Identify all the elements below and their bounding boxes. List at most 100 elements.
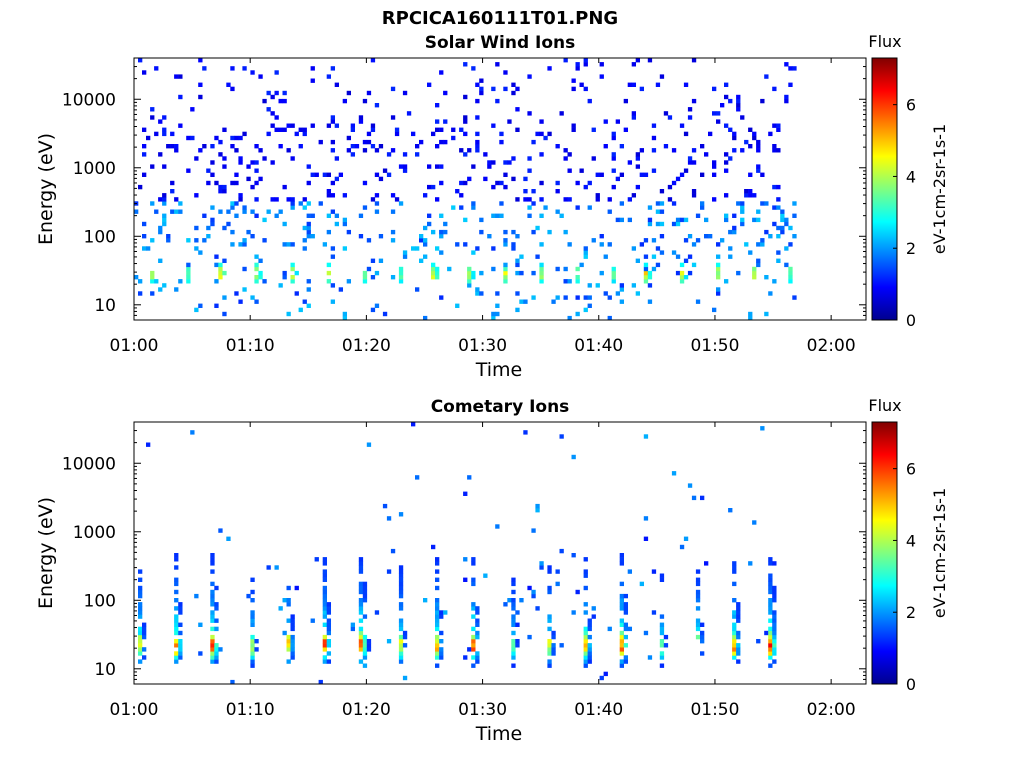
heatmap-cell	[346, 148, 352, 153]
heatmap-cell	[398, 639, 404, 644]
heatmap-cell	[286, 647, 291, 652]
heatmap-cell	[471, 561, 476, 566]
heatmap-cell	[282, 221, 287, 227]
heatmap-cell	[623, 655, 629, 660]
heatmap-cell	[274, 127, 279, 132]
heatmap-cell	[190, 430, 195, 435]
heatmap-cell	[439, 229, 444, 235]
heatmap-cell	[571, 127, 576, 132]
heatmap-cell	[744, 189, 749, 194]
y-tick-label: 10	[94, 296, 116, 316]
heatmap-cell	[768, 291, 773, 296]
heatmap-cell	[435, 266, 440, 272]
heatmap-cell	[780, 225, 785, 231]
heatmap-cell	[519, 299, 524, 304]
heatmap-cell	[326, 213, 332, 218]
heatmap-cell	[655, 209, 661, 214]
heatmap-cell	[330, 254, 336, 259]
heatmap-cell	[515, 270, 520, 276]
heatmap-cell	[768, 610, 773, 615]
heatmap-cell	[398, 270, 404, 276]
heatmap-cell	[752, 217, 757, 223]
heatmap-cell	[242, 131, 247, 137]
heatmap-cell	[174, 659, 179, 664]
heatmap-cell	[483, 152, 488, 157]
heatmap-cell	[776, 225, 781, 231]
heatmap-cell	[431, 262, 436, 268]
heatmap-cell	[174, 148, 179, 153]
heatmap-cell	[198, 250, 203, 255]
heatmap-cell	[780, 213, 785, 218]
heatmap-cell	[547, 651, 552, 656]
heatmap-cell	[142, 634, 147, 640]
heatmap-cell	[627, 82, 633, 87]
heatmap-cell	[615, 176, 621, 182]
heatmap-cell	[230, 86, 235, 92]
heatmap-cell	[362, 581, 368, 587]
colorbar	[871, 57, 898, 321]
heatmap-cell	[310, 172, 315, 177]
heatmap-cell	[302, 225, 307, 231]
heatmap-cell	[732, 639, 737, 644]
heatmap-cell	[575, 589, 580, 595]
heatmap-cell	[679, 270, 685, 276]
heatmap-cell	[736, 634, 741, 640]
heatmap-cell	[527, 205, 532, 210]
heatmap-cell	[659, 74, 665, 79]
heatmap-cell	[398, 573, 404, 578]
heatmap-cell	[515, 258, 520, 263]
heatmap-cell	[724, 217, 729, 223]
heatmap-cell	[306, 234, 311, 239]
heatmap-cell	[479, 291, 484, 296]
heatmap-cell	[250, 634, 255, 640]
heatmap-cell	[174, 589, 179, 595]
heatmap-cell	[142, 234, 147, 239]
heatmap-cell	[246, 593, 251, 599]
heatmap-cell	[539, 279, 544, 284]
heatmap-cell	[619, 283, 625, 288]
heatmap-cell	[555, 581, 560, 587]
heatmap-cell	[583, 573, 588, 578]
heatmap-cell	[350, 626, 356, 632]
heatmap-cell	[679, 123, 685, 128]
heatmap-cell	[695, 622, 701, 627]
heatmap-cell	[587, 98, 592, 104]
heatmap-cell	[547, 626, 552, 632]
heatmap-cell	[583, 663, 588, 668]
heatmap-cell	[659, 655, 665, 660]
heatmap-cell	[431, 270, 436, 276]
heatmap-cell	[748, 250, 753, 255]
heatmap-cell	[748, 193, 753, 198]
heatmap-cell	[214, 651, 219, 656]
heatmap-cell	[695, 238, 701, 243]
heatmap-cell	[700, 144, 705, 149]
heatmap-cell	[435, 598, 440, 603]
heatmap-cell	[603, 119, 608, 124]
heatmap-cell	[619, 622, 625, 627]
heatmap-cell	[210, 626, 215, 632]
heatmap-cell	[262, 238, 267, 243]
heatmap-cell	[186, 238, 191, 243]
heatmap-cell	[527, 156, 532, 161]
heatmap-cell	[772, 643, 777, 648]
heatmap-cell	[475, 610, 480, 615]
heatmap-cell	[286, 639, 291, 644]
heatmap-cell	[394, 131, 400, 137]
heatmap-cell	[162, 127, 167, 132]
heatmap-cell	[515, 234, 520, 239]
heatmap-cell	[651, 610, 657, 615]
heatmap-cell	[218, 209, 223, 214]
heatmap-cell	[539, 131, 544, 137]
x-tick-label: 01:10	[226, 700, 275, 720]
heatmap-cell	[776, 250, 781, 255]
heatmap-cell	[475, 246, 480, 251]
heatmap-cell	[274, 115, 279, 120]
heatmap-cell	[736, 270, 741, 276]
heatmap-cell	[643, 238, 649, 243]
heatmap-cell	[487, 164, 492, 169]
heatmap-cell	[639, 148, 645, 153]
heatmap-cell	[772, 639, 777, 644]
heatmap-cell	[178, 651, 183, 656]
heatmap-cell	[511, 614, 516, 619]
